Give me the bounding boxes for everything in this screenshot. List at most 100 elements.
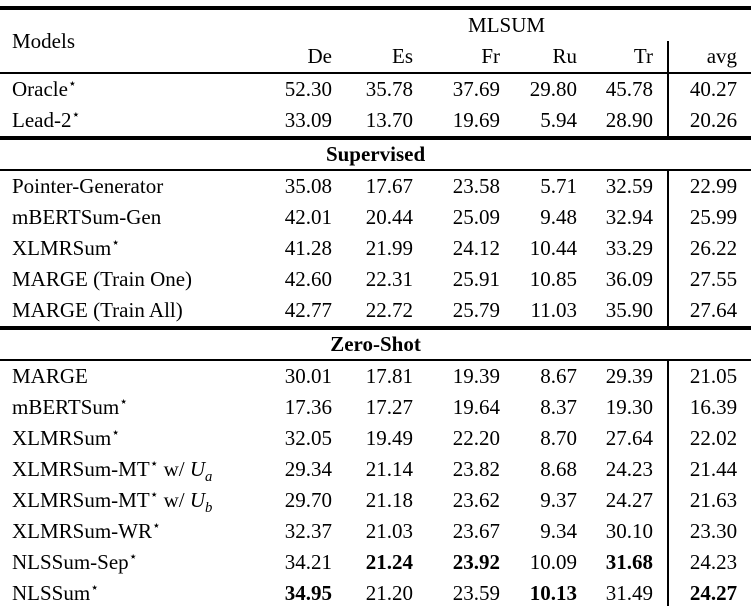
header-columns-row: De Es Fr Ru Tr avg — [0, 41, 751, 74]
score-cell-fr: 25.09 — [452, 205, 500, 229]
score-cell-fr: 19.64 — [452, 395, 500, 419]
avg-cell: 21.44 — [666, 454, 751, 485]
score-cell-ru: 8.67 — [540, 364, 577, 388]
avg-cell: 40.27 — [666, 73, 751, 105]
score-cell-es: 17.27 — [365, 395, 413, 419]
score-cell-tr: 29.39 — [605, 364, 653, 388]
score-cell-es: 22.31 — [365, 267, 413, 291]
section-banner-zero-shot: Zero-Shot — [0, 326, 751, 361]
results-table: Models MLSUM De Es Fr Ru Tr avg Oracle⋆ 52.30 3… — [0, 6, 751, 606]
score-cell-es: 21.99 — [365, 236, 413, 260]
score-cell-de: 42.77 — [284, 298, 332, 322]
star-marker: ⋆ — [111, 235, 120, 250]
score-cell-ru: 29.80 — [529, 77, 577, 101]
score-cell-ru: 8.68 — [540, 457, 577, 481]
star-marker: ⋆ — [71, 107, 81, 122]
col-header-fr: Fr — [427, 41, 514, 74]
score-cell-de: 34.95 — [284, 581, 332, 605]
table-row: Oracle⋆ 52.30 35.78 37.69 29.80 45.78 40.27 — [0, 73, 751, 105]
score-cell-ru: 8.70 — [540, 426, 577, 450]
score-cell-fr: 23.59 — [452, 581, 500, 605]
score-cell-tr: 27.64 — [605, 426, 653, 450]
header-group-row: Models MLSUM — [0, 8, 751, 74]
score-cell-es: 21.14 — [365, 457, 413, 481]
score-cell-es: 20.44 — [365, 205, 413, 229]
score-cell-tr: 31.68 — [605, 550, 653, 574]
model-name-cell: XLMRSum-MT⋆ w/ Ua — [12, 456, 213, 485]
table-row: mBERTSum⋆ 17.36 17.27 19.64 8.37 19.30 16.39 — [0, 392, 751, 423]
score-cell-de: 34.21 — [284, 550, 332, 574]
score-cell-de: 33.09 — [284, 108, 332, 132]
score-cell-es: 17.67 — [365, 174, 413, 198]
score-cell-fr: 23.92 — [452, 550, 500, 574]
table-row: XLMRSum⋆ 41.28 21.99 24.12 10.44 33.29 26.22 — [0, 233, 751, 264]
score-cell-ru: 10.44 — [529, 236, 577, 260]
score-cell-fr: 23.82 — [452, 457, 500, 481]
score-cell-fr: 24.12 — [452, 236, 500, 260]
score-cell-es: 35.78 — [365, 77, 413, 101]
model-name-cell: XLMRSum-WR⋆ — [12, 518, 161, 543]
table-row: Pointer-Generator 35.08 17.67 23.58 5.71 32.5… — [0, 170, 751, 202]
score-cell-tr: 32.59 — [605, 174, 653, 198]
model-name-cell: XLMRSum⋆ — [12, 235, 120, 260]
score-cell-fr: 23.58 — [452, 174, 500, 198]
score-cell-de: 52.30 — [284, 77, 332, 101]
avg-cell: 21.05 — [666, 360, 751, 392]
group-header-mlsum: MLSUM — [468, 13, 546, 37]
score-cell-es: 22.72 — [365, 298, 413, 322]
score-cell-es: 21.18 — [365, 488, 413, 512]
avg-cell: 16.39 — [666, 392, 751, 423]
score-cell-ru: 8.37 — [540, 395, 577, 419]
model-name-cell: XLMRSum⋆ — [12, 425, 120, 450]
star-marker: ⋆ — [128, 549, 138, 564]
avg-cell: 20.26 — [666, 105, 751, 138]
model-name-cell: MARGE — [12, 364, 88, 388]
score-cell-ru: 10.13 — [529, 581, 577, 605]
score-cell-tr: 35.90 — [605, 298, 653, 322]
score-cell-ru: 10.85 — [529, 267, 577, 291]
section-banner-label: Supervised — [0, 136, 751, 171]
score-cell-ru: 10.09 — [529, 550, 577, 574]
model-name-cell: Pointer-Generator — [12, 174, 164, 198]
model-name-cell: MARGE (Train All) — [12, 298, 183, 322]
model-name-cell: Lead-2⋆ — [12, 107, 81, 132]
score-cell-tr: 24.23 — [605, 457, 653, 481]
score-cell-tr: 33.29 — [605, 236, 653, 260]
avg-cell: 23.30 — [666, 516, 751, 547]
avg-cell: 22.99 — [666, 170, 751, 202]
table-row: Lead-2⋆ 33.09 13.70 19.69 5.94 28.90 20.26 — [0, 105, 751, 138]
avg-cell: 24.27 — [666, 578, 751, 606]
section-banner-supervised: Supervised — [0, 136, 751, 171]
table-row: XLMRSum-WR⋆ 32.37 21.03 23.67 9.34 30.10 23.30 — [0, 516, 751, 547]
model-name-cell: NLSSum⋆ — [12, 580, 99, 605]
score-cell-fr: 19.69 — [452, 108, 500, 132]
table-row: MARGE 30.01 17.81 19.39 8.67 29.39 21.05 — [0, 360, 751, 392]
score-cell-fr: 37.69 — [452, 77, 500, 101]
star-marker: ⋆ — [149, 456, 159, 471]
star-marker: ⋆ — [90, 580, 99, 595]
table-row: XLMRSum⋆ 32.05 19.49 22.20 8.70 27.64 22.02 — [0, 423, 751, 454]
score-cell-de: 32.37 — [284, 519, 332, 543]
score-cell-de: 29.70 — [284, 488, 332, 512]
col-header-de: De — [262, 41, 346, 74]
section-banner-label: Zero-Shot — [0, 326, 751, 361]
score-cell-de: 42.01 — [284, 205, 332, 229]
score-cell-de: 29.34 — [284, 457, 332, 481]
model-name-cell: MARGE (Train One) — [12, 267, 193, 291]
score-cell-es: 21.20 — [365, 581, 413, 605]
score-cell-ru: 9.37 — [540, 488, 577, 512]
table-row: NLSSum⋆ 34.95 21.20 23.59 10.13 31.49 24.27 — [0, 578, 751, 606]
models-header: Models — [0, 8, 262, 74]
math-variable: U — [189, 488, 206, 512]
score-cell-fr: 25.91 — [452, 267, 500, 291]
score-cell-tr: 30.10 — [605, 519, 653, 543]
score-cell-de: 30.01 — [284, 364, 332, 388]
score-cell-tr: 31.49 — [605, 581, 653, 605]
star-marker: ⋆ — [149, 487, 159, 502]
avg-cell: 25.99 — [666, 202, 751, 233]
star-marker: ⋆ — [152, 518, 161, 533]
avg-cell: 21.63 — [666, 485, 751, 516]
model-name-cell: NLSSum-Sep⋆ — [12, 549, 138, 574]
score-cell-ru: 11.03 — [530, 298, 577, 322]
model-name-cell: XLMRSum-MT⋆ w/ Ub — [12, 487, 213, 516]
